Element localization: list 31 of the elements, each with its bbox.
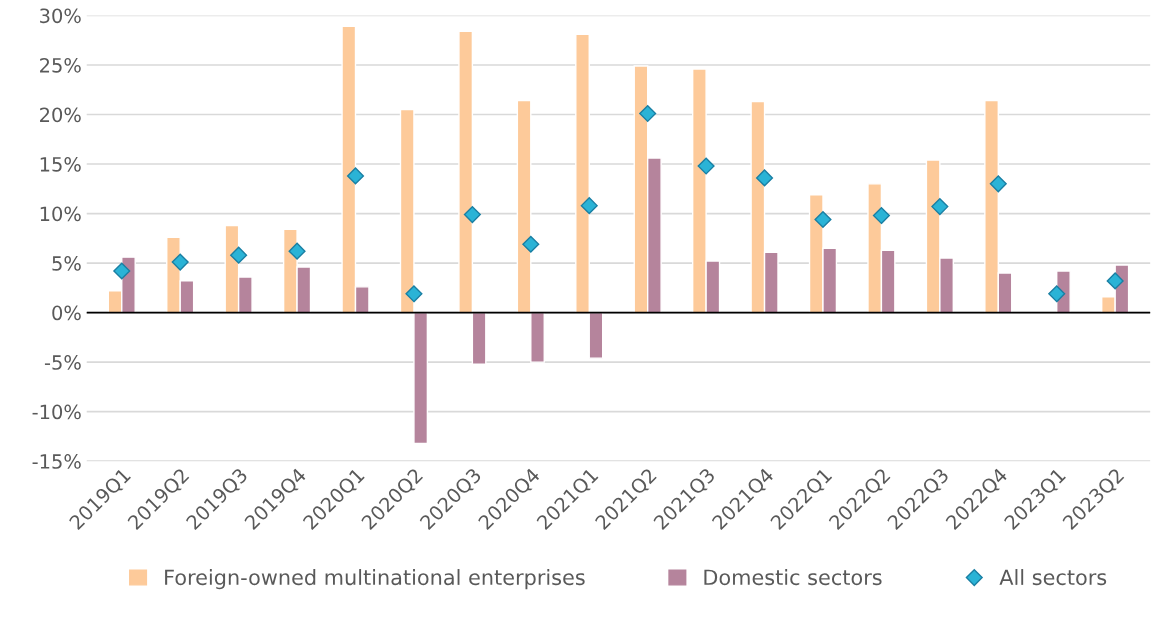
point [405, 285, 423, 303]
y-tick-label: 25% [40, 57, 81, 73]
point [814, 210, 832, 229]
y-tick-label: 10% [40, 206, 81, 222]
point [522, 235, 540, 253]
y-tick-label: 15% [40, 156, 81, 172]
y-tick-label: 5% [52, 256, 81, 271]
point [463, 205, 481, 224]
y-tick-label: -15% [32, 454, 81, 469]
y-tick-label: -5% [44, 355, 81, 370]
y-tick-label: 30% [40, 8, 81, 24]
legend-label: All sectors [999, 569, 1107, 586]
point [1106, 272, 1124, 290]
y-tick-label: 0% [52, 305, 81, 321]
point [931, 198, 949, 216]
legend-label: Foreign-owned multinational enterprises [165, 569, 585, 590]
point [346, 167, 365, 185]
y-tick-label: 20% [40, 107, 81, 123]
point [230, 246, 248, 264]
point [113, 262, 131, 280]
point [697, 157, 715, 175]
point [639, 104, 657, 123]
legend-label: Domestic sectors [704, 569, 882, 586]
y-tick-label: -10% [32, 404, 81, 420]
point [171, 253, 189, 271]
point [1048, 285, 1066, 303]
point [989, 175, 1007, 193]
point [288, 242, 306, 260]
point [580, 197, 598, 215]
point [872, 206, 890, 225]
point [755, 169, 774, 187]
